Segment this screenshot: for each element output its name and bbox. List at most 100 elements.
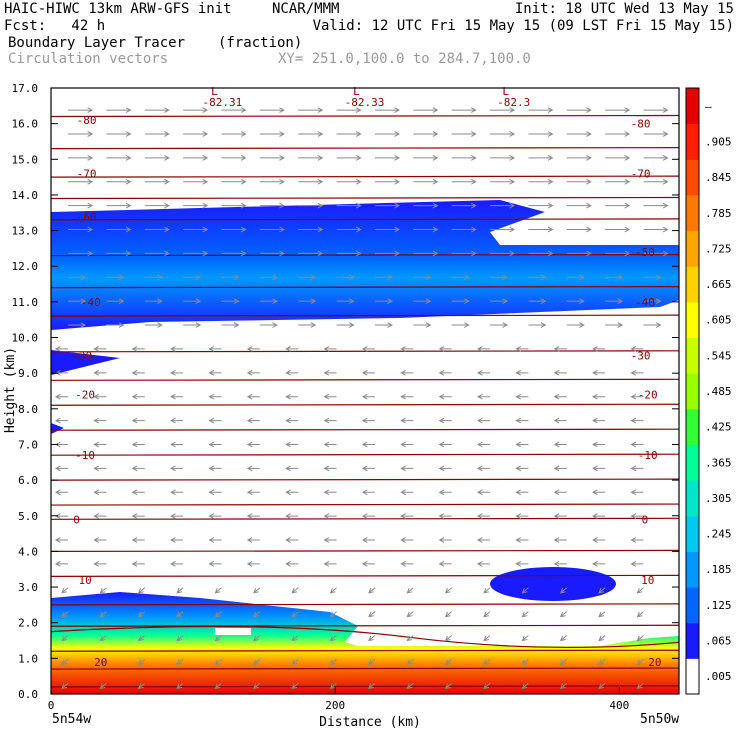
circulation-vector bbox=[246, 393, 260, 400]
cross-section-coords: XY= 251.0,100.0 to 284.7,100.0 bbox=[278, 51, 531, 67]
circulation-vector bbox=[630, 346, 644, 352]
tropopause-value: -82.33 bbox=[345, 96, 385, 109]
circulation-vector bbox=[285, 561, 299, 567]
circulation-vector bbox=[438, 369, 452, 376]
circulation-vector bbox=[131, 417, 145, 424]
circulation-vector bbox=[170, 417, 184, 424]
circulation-vector bbox=[368, 611, 376, 618]
circulation-vector bbox=[528, 202, 554, 209]
circulation-vector bbox=[285, 513, 299, 519]
circulation-vector bbox=[413, 202, 439, 209]
circulation-vector bbox=[131, 393, 145, 400]
circulation-vector bbox=[521, 611, 529, 618]
y-tick-label: 8.0 bbox=[18, 403, 38, 416]
circulation-vector bbox=[246, 561, 260, 567]
circulation-vector bbox=[176, 682, 184, 689]
circulation-vector bbox=[483, 659, 491, 666]
forecast-hour: Fcst: 42 h bbox=[4, 18, 106, 34]
circulation-vector bbox=[106, 131, 132, 137]
circulation-vector bbox=[221, 298, 240, 305]
circulation-vector bbox=[598, 611, 606, 618]
circulation-vector bbox=[329, 635, 337, 642]
circulation-vector bbox=[605, 226, 631, 233]
circulation-vector bbox=[636, 659, 644, 666]
colorbar-swatch bbox=[686, 230, 699, 267]
contour-label: 10 bbox=[78, 574, 91, 587]
circulation-vector bbox=[336, 274, 355, 281]
circulation-vector bbox=[93, 465, 107, 472]
circulation-vector bbox=[451, 250, 477, 257]
circulation-vector bbox=[93, 369, 107, 376]
circulation-vector bbox=[406, 611, 414, 618]
y-tick-label: 6.0 bbox=[18, 474, 38, 487]
circulation-vector bbox=[106, 226, 132, 233]
circulation-vector bbox=[131, 465, 145, 472]
circulation-vector bbox=[246, 369, 260, 376]
circulation-vector bbox=[374, 131, 400, 137]
circulation-vector bbox=[413, 155, 439, 161]
circulation-vector bbox=[643, 226, 669, 233]
circulation-vector bbox=[528, 274, 547, 281]
circulation-vector bbox=[323, 561, 337, 567]
circulation-vector bbox=[438, 513, 452, 519]
circulation-vector bbox=[490, 178, 516, 185]
colorbar-swatch bbox=[686, 373, 699, 410]
circulation-vector bbox=[598, 659, 606, 666]
circulation-vector bbox=[68, 107, 94, 113]
colorbar-swatch bbox=[686, 337, 699, 374]
circulation-vector bbox=[93, 346, 107, 352]
temperature-contour bbox=[51, 114, 679, 118]
circulation-vector bbox=[214, 659, 222, 666]
circulation-vector bbox=[183, 202, 209, 209]
circulation-vector bbox=[592, 513, 606, 519]
circulation-vector bbox=[476, 346, 491, 352]
circulation-vector bbox=[55, 537, 69, 543]
circulation-vector bbox=[323, 346, 337, 352]
circulation-vector bbox=[259, 178, 285, 185]
circulation-vector bbox=[444, 587, 452, 594]
circulation-vector bbox=[438, 441, 452, 448]
circulation-vector bbox=[170, 561, 184, 567]
circulation-vector bbox=[630, 561, 644, 567]
circulation-vector bbox=[221, 202, 247, 209]
circulation-vector bbox=[55, 465, 69, 472]
circulation-vector bbox=[336, 202, 362, 209]
circulation-vector bbox=[137, 587, 146, 594]
circulation-vector bbox=[630, 441, 644, 448]
y-tick-label: 2.0 bbox=[18, 617, 38, 630]
circulation-vector bbox=[566, 178, 592, 185]
circulation-vector bbox=[490, 202, 516, 209]
temperature-contours bbox=[51, 114, 679, 688]
circulation-vector bbox=[68, 226, 94, 233]
circulation-vector bbox=[144, 322, 163, 328]
circulation-vector bbox=[93, 537, 107, 543]
circulation-vector bbox=[400, 561, 414, 567]
circulation-vector bbox=[630, 465, 644, 472]
circulation-vector bbox=[592, 393, 606, 400]
colorbar-swatch bbox=[686, 301, 699, 339]
y-tick-label: 15.0 bbox=[12, 153, 39, 166]
circulation-vector bbox=[636, 587, 644, 594]
circulation-vector bbox=[566, 298, 585, 305]
y-tick-label: 9.0 bbox=[18, 367, 38, 380]
circulation-vector bbox=[214, 611, 222, 618]
circulation-vector bbox=[329, 587, 337, 594]
circulation-vector bbox=[361, 537, 375, 543]
circulation-vector bbox=[483, 682, 491, 689]
circulation-vector bbox=[61, 587, 69, 594]
circulation-vector bbox=[170, 441, 184, 448]
circulation-vector bbox=[291, 682, 299, 689]
circulation-vector bbox=[361, 489, 375, 496]
colorbar-label: .725 bbox=[705, 242, 732, 255]
circulation-vector bbox=[515, 441, 529, 448]
circulation-vector bbox=[361, 417, 375, 424]
circulation-vector bbox=[183, 178, 209, 185]
circulation-vector bbox=[566, 250, 592, 257]
circulation-vector bbox=[298, 131, 324, 137]
circulation-vector bbox=[106, 202, 132, 209]
circulation-vector bbox=[144, 155, 170, 161]
tropopause-marker: L bbox=[353, 85, 360, 98]
circulation-vector bbox=[106, 155, 132, 161]
x-tick-label: 0 bbox=[48, 699, 55, 712]
contour-label: -30 bbox=[72, 349, 92, 362]
